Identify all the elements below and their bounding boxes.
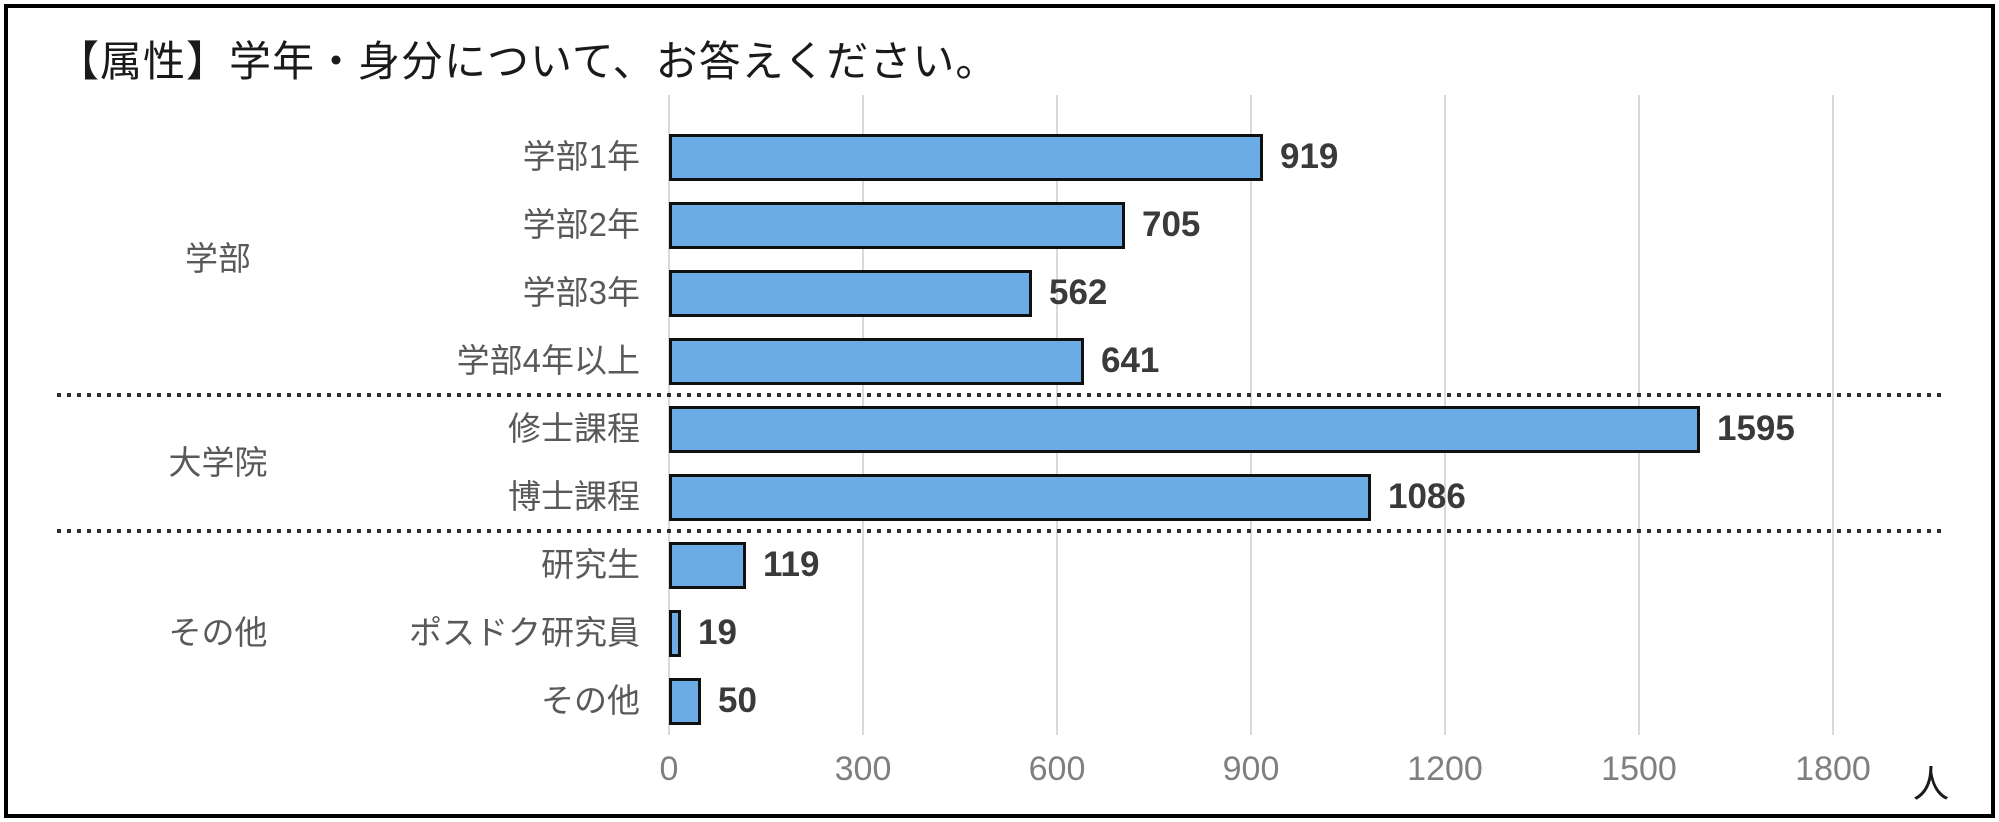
chart-figure: 【属性】学年・身分について、お答えください。 学部1年 919 学部2年 705… [4, 4, 1995, 818]
x-tick-label: 1500 [1601, 750, 1677, 788]
chart-title: 【属性】学年・身分について、お答えください。 [57, 38, 999, 85]
axis-unit-label: 人 [1912, 764, 1950, 805]
value-label: 562 [1049, 273, 1108, 312]
bar [669, 473, 1371, 521]
group-label-graduate: 大学院 [168, 444, 268, 481]
bar [669, 541, 746, 589]
x-tick-label: 1800 [1795, 750, 1871, 788]
category-label: 研究生 [541, 546, 640, 583]
category-label: 学部2年 [522, 206, 640, 243]
category-label: ポスドク研究員 [409, 614, 640, 651]
gridline [1832, 95, 1834, 735]
chart-row: 博士課程 1086 [8, 463, 1991, 531]
value-label: 641 [1101, 341, 1160, 380]
group-label-undergraduate: 学部 [185, 240, 251, 277]
bar [669, 337, 1084, 385]
chart-row: 学部3年 562 [8, 259, 1991, 327]
bar [669, 201, 1125, 249]
value-label: 50 [718, 681, 757, 720]
value-label: 705 [1142, 205, 1201, 244]
category-label: その他 [541, 682, 640, 719]
chart-row: 学部1年 919 [8, 123, 1991, 191]
value-label: 19 [698, 613, 737, 652]
x-tick-label: 900 [1222, 750, 1280, 788]
chart-row: 学部4年以上 641 [8, 327, 1991, 395]
chart-row: 学部2年 705 [8, 191, 1991, 259]
group-label-other: その他 [168, 614, 268, 651]
x-tick-label: 0 [659, 750, 679, 788]
chart-row: その他 50 [8, 667, 1991, 735]
value-label: 119 [763, 545, 820, 584]
value-label: 1086 [1388, 477, 1466, 516]
x-tick-label: 1200 [1407, 750, 1483, 788]
bar [669, 269, 1032, 317]
value-label: 919 [1280, 137, 1339, 176]
x-axis-ticks: 0 300 600 900 1200 1500 1800 [8, 750, 1991, 800]
value-label: 1595 [1717, 409, 1795, 448]
bar [669, 677, 701, 725]
chart-row: 研究生 119 [8, 531, 1991, 599]
bar [669, 133, 1263, 181]
category-label: 博士課程 [508, 478, 640, 515]
group-separator-line [57, 393, 1941, 397]
x-tick-label: 300 [834, 750, 892, 788]
chart-row: ポスドク研究員 19 [8, 599, 1991, 667]
plot-rows: 学部1年 919 学部2年 705 学部3年 562 [8, 123, 1991, 735]
category-label: 修士課程 [508, 410, 640, 447]
bar [669, 609, 681, 657]
category-label: 学部1年 [522, 138, 640, 175]
chart-row: 修士課程 1595 [8, 395, 1991, 463]
category-label: 学部4年以上 [456, 342, 640, 379]
category-label: 学部3年 [522, 274, 640, 311]
x-tick-label: 600 [1028, 750, 1086, 788]
bar [669, 405, 1700, 453]
group-separator-line [57, 529, 1941, 533]
